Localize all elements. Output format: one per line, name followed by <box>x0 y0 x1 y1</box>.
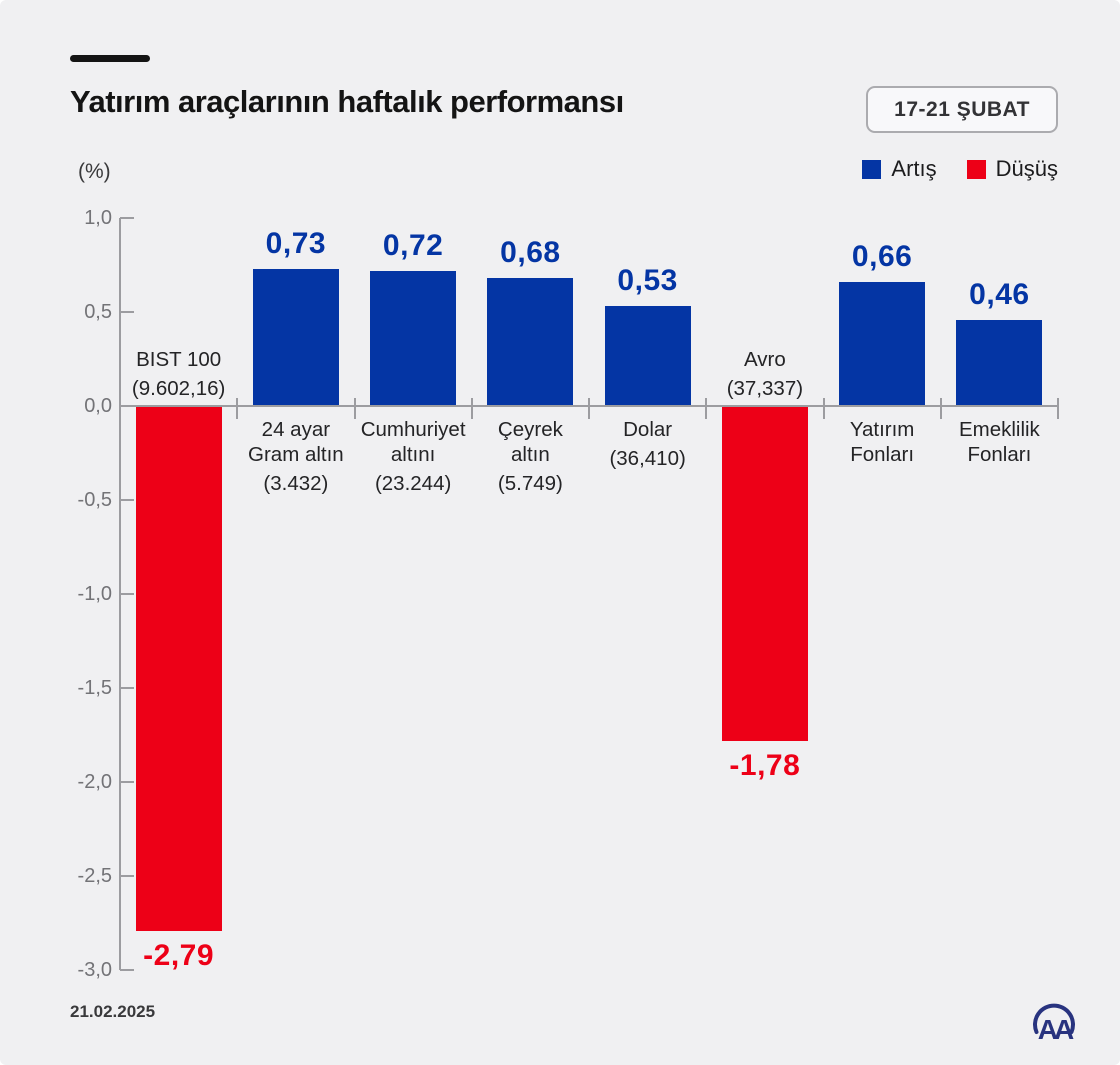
y-tick-mark <box>120 499 134 501</box>
legend: Artış Düşüş <box>862 156 1058 182</box>
legend-artis-label: Artış <box>891 156 937 181</box>
bar <box>252 268 339 405</box>
y-tick-label: -3,0 <box>77 959 112 981</box>
bar-category-label: Cumhuriyet altını (23.244) <box>335 417 491 496</box>
bar-category-label: BIST 100 (9.602,16) <box>101 347 257 401</box>
y-tick-mark <box>120 217 134 219</box>
category-name-line: altını <box>390 443 436 466</box>
category-tick-mark <box>939 398 942 419</box>
bar <box>604 306 691 405</box>
category-tick-mark <box>705 398 708 419</box>
y-tick-mark <box>120 969 134 971</box>
category-detail-value: (3.432) <box>263 472 329 495</box>
category-name-line: Fonları <box>967 443 1032 466</box>
bar-value-label: 0,73 <box>265 226 327 260</box>
category-name-line: Avro <box>743 348 786 371</box>
bar-value-label: 0,66 <box>851 239 913 273</box>
bar-category-label: Avro (37,337) <box>687 347 843 401</box>
category-detail-value: (9.602,16) <box>131 377 226 400</box>
y-tick-label: -0,5 <box>77 489 112 511</box>
aa-logo: AA <box>1033 1003 1078 1045</box>
category-name-line: 24 ayar <box>261 418 331 441</box>
bar <box>721 407 808 741</box>
accent-dash <box>70 55 150 62</box>
category-tick-mark <box>353 398 356 419</box>
y-tick-mark <box>120 687 134 689</box>
y-tick-label: 1,0 <box>84 207 112 229</box>
bar <box>370 270 457 405</box>
y-tick-label: -1,0 <box>77 583 112 605</box>
y-tick-mark <box>120 405 134 407</box>
y-tick-label: 0,5 <box>84 301 112 323</box>
bar <box>839 281 926 405</box>
category-tick-mark <box>588 398 590 419</box>
category-name-line: BIST 100 <box>136 348 222 371</box>
category-name-line: Dolar <box>623 418 673 441</box>
category-name-line: Çeyrek <box>497 418 563 441</box>
bar-category-label: Çeyrek altın (5.749) <box>452 417 608 496</box>
category-name-line: Yatırım <box>849 418 915 441</box>
y-tick-label: -2,0 <box>77 771 112 793</box>
category-detail-value: (37,337) <box>726 377 804 400</box>
page-title: Yatırım araçlarının haftalık performansı <box>70 84 624 119</box>
category-detail-value: (23.244) <box>374 472 452 495</box>
y-tick-mark <box>120 593 134 595</box>
bar <box>956 319 1043 405</box>
y-tick-label: -2,5 <box>77 865 112 887</box>
y-tick-mark <box>120 311 134 313</box>
bar-category-label: 24 ayar Gram altın (3.432) <box>218 417 374 496</box>
category-name-line: Cumhuriyet <box>360 418 466 441</box>
footer-date: 21.02.2025 <box>70 1002 156 1021</box>
dusus-swatch-icon <box>966 159 986 179</box>
category-name-line: Fonları <box>850 443 915 466</box>
category-tick-mark <box>470 398 473 419</box>
bar-value-label: 0,68 <box>500 236 561 270</box>
legend-item-artis: Artış <box>862 156 937 182</box>
y-tick-label: 0,0 <box>84 395 112 417</box>
bar-category-label: Emeklilik Fonları <box>921 417 1077 467</box>
bar-value-label: 0,72 <box>382 228 444 262</box>
category-name-line: Emeklilik <box>958 418 1040 441</box>
legend-item-dusus: Düşüş <box>966 156 1058 182</box>
y-tick-mark <box>120 875 134 877</box>
bar <box>487 278 574 405</box>
artis-swatch-icon <box>862 159 882 179</box>
bar-category-label: Yatırım Fonları <box>804 417 960 467</box>
svg-text:AA: AA <box>1038 1014 1074 1045</box>
bar-value-label: 0,46 <box>969 277 1030 311</box>
category-detail-value: (5.749) <box>497 472 563 495</box>
category-tick-mark <box>1057 398 1059 419</box>
category-name-line: Gram altın <box>248 443 344 466</box>
axis-unit-label: (%) <box>78 160 111 183</box>
category-tick-mark <box>236 398 239 419</box>
legend-dusus-label: Düşüş <box>995 156 1058 181</box>
category-name-line: altın <box>511 443 550 466</box>
bar-value-label: -2,79 <box>143 938 215 972</box>
y-tick-label: -1,5 <box>77 677 112 699</box>
date-range-badge: 17-21 ŞUBAT <box>866 86 1058 133</box>
bar-value-label: -1,78 <box>729 748 801 782</box>
bar-value-label: 0,53 <box>617 264 678 298</box>
category-tick-mark <box>822 398 825 419</box>
bar-category-label: Dolar (36,410) <box>570 417 726 471</box>
bar <box>135 407 222 931</box>
category-detail-value: (36,410) <box>609 447 686 470</box>
y-tick-mark <box>120 781 134 783</box>
